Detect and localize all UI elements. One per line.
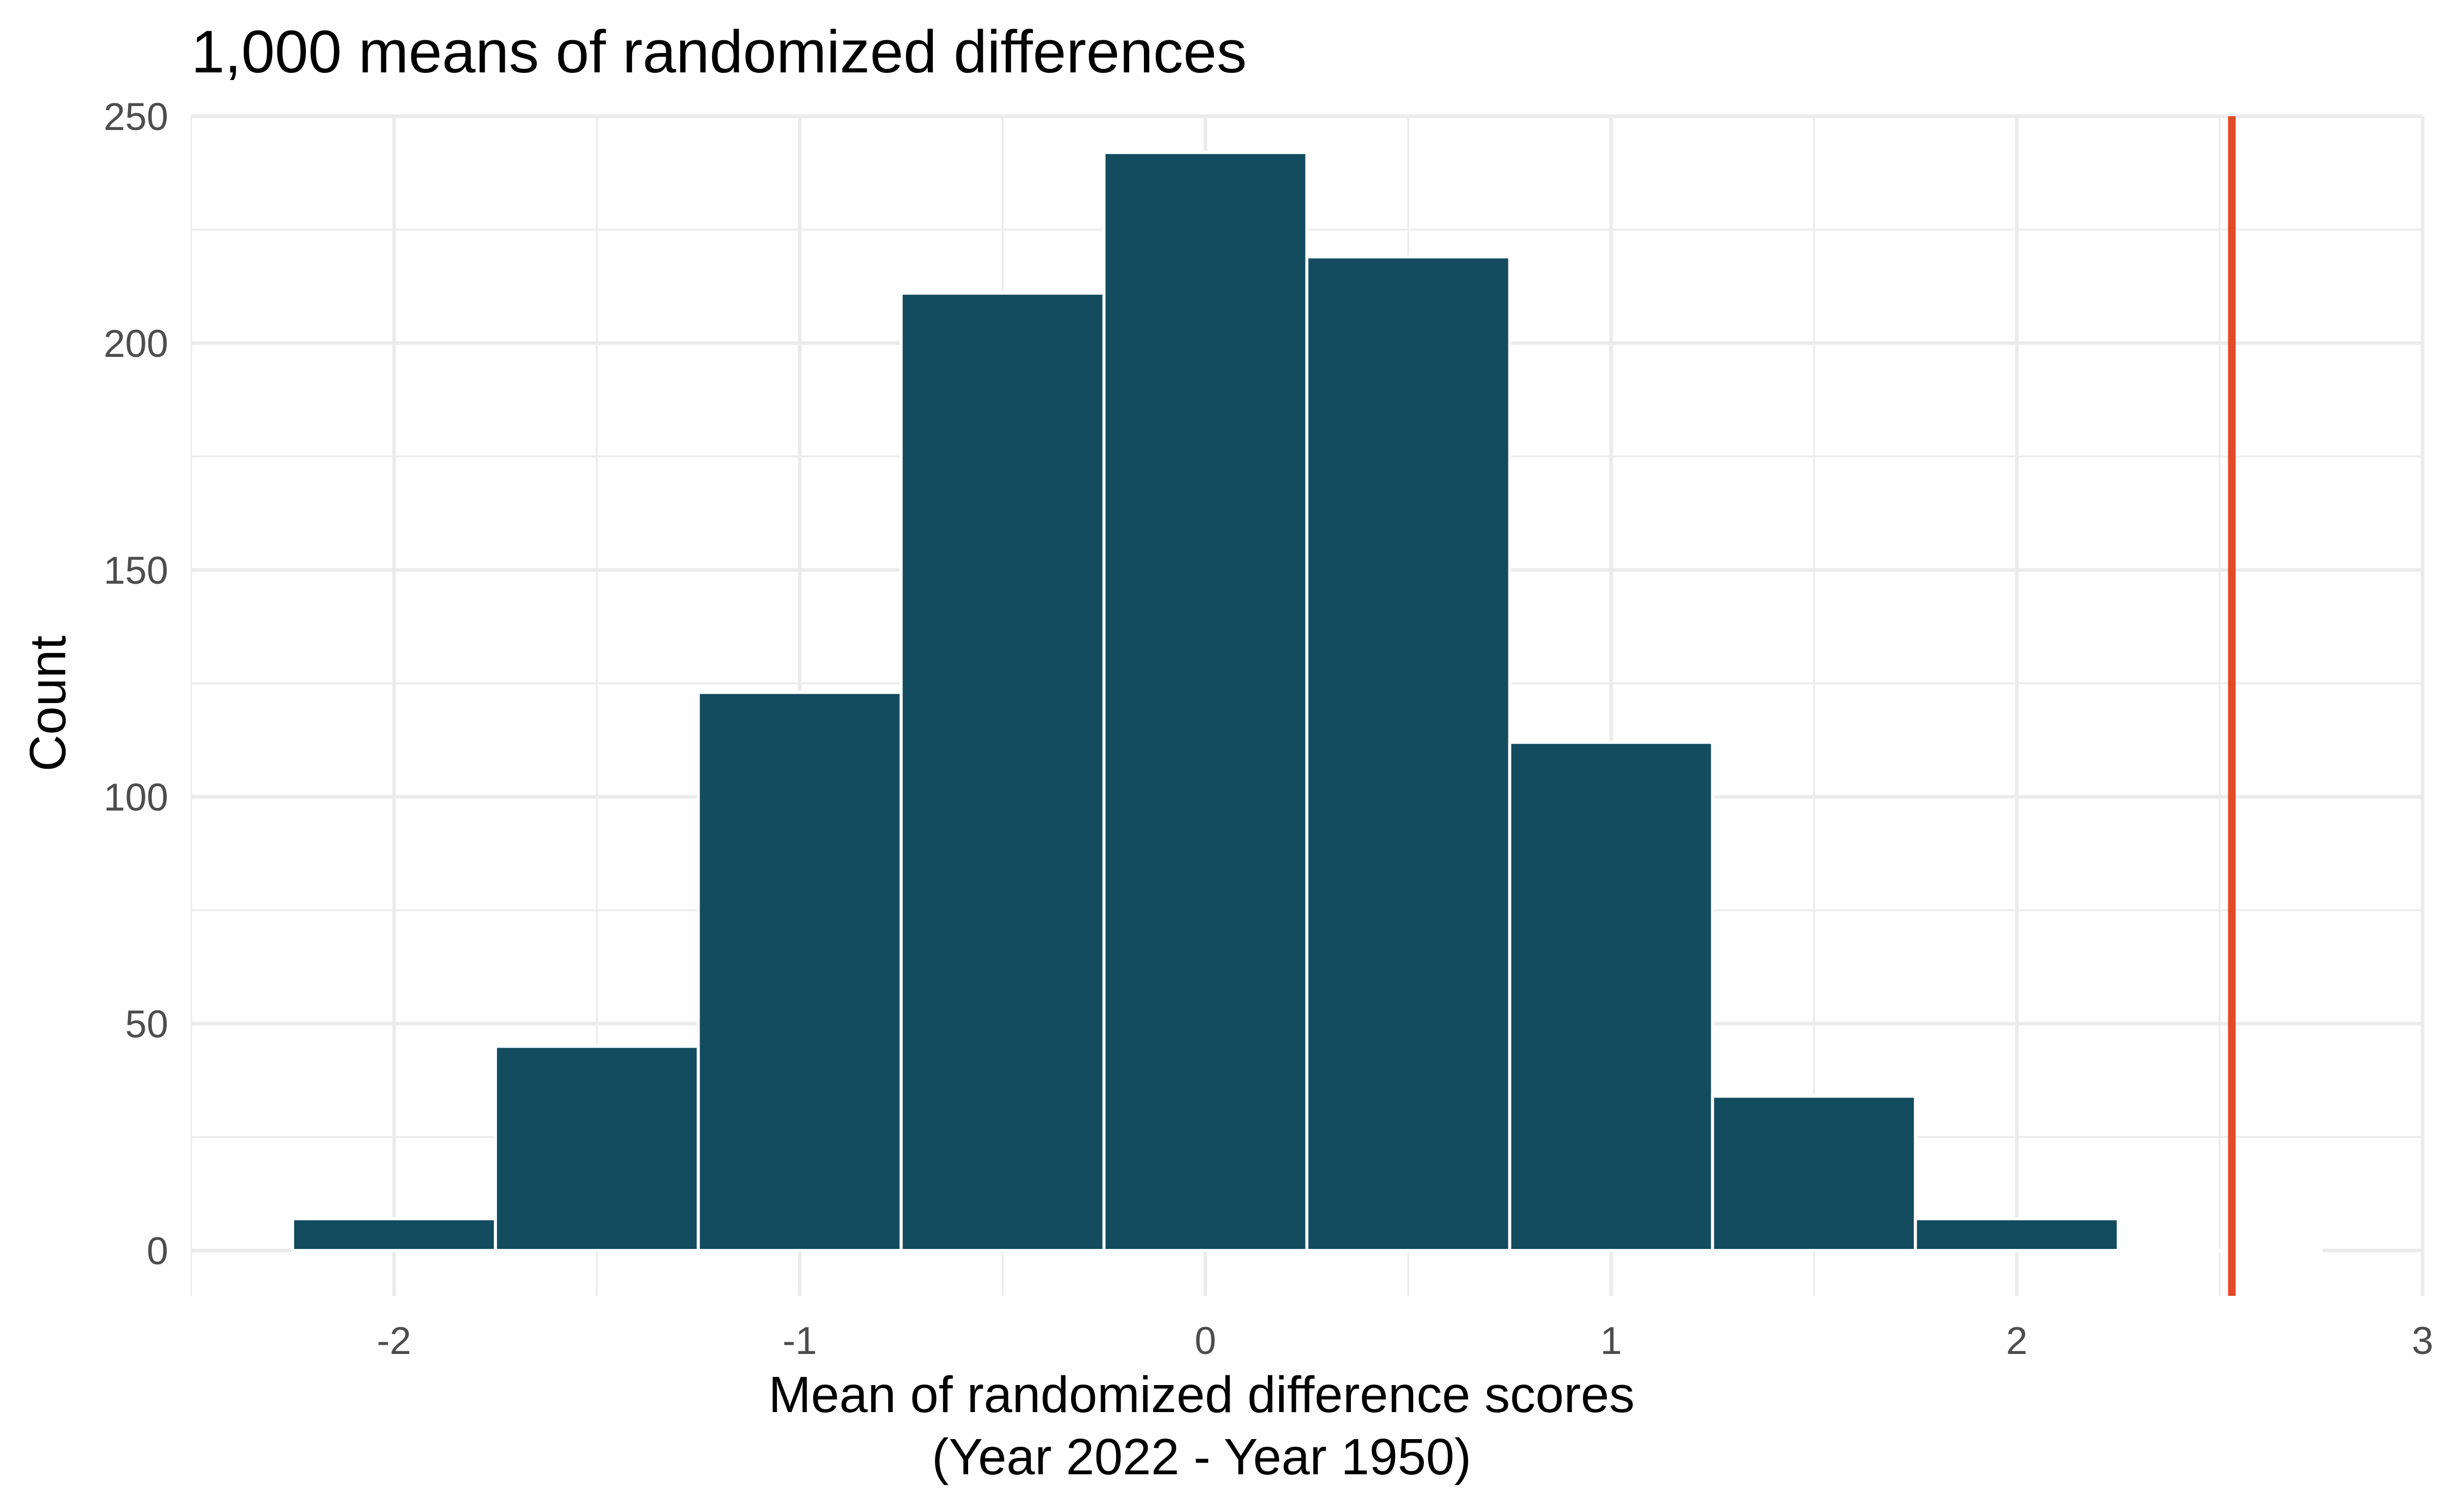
x-tick-label: 2 [2006, 1319, 2027, 1363]
chart-title: 1,000 means of randomized differences [191, 18, 1247, 86]
x-tick-label: 3 [2412, 1319, 2433, 1363]
histogram-bar-5 [1305, 255, 1512, 1252]
y-tick-label: 100 [103, 776, 168, 819]
histogram-bar-2 [696, 691, 903, 1252]
histogram-bar-7 [1711, 1094, 1917, 1252]
histogram-bars [291, 151, 2323, 1253]
histogram-bar-4 [1102, 151, 1309, 1253]
y-axis-title: Count [19, 635, 76, 771]
histogram-bar-6 [1508, 741, 1714, 1252]
histogram-bar-1 [493, 1045, 700, 1252]
x-axis-title-line-1: Mean of randomized difference scores [768, 1366, 1634, 1423]
y-tick-label: 0 [147, 1230, 168, 1273]
y-tick-label: 150 [103, 549, 168, 592]
histogram-bar-9 [2117, 1248, 2323, 1253]
histogram-bar-0 [291, 1217, 497, 1252]
x-axis-title-line-2: (Year 2022 - Year 1950) [932, 1428, 1471, 1485]
y-tick-label: 250 [103, 95, 168, 139]
x-tick-label: 1 [1600, 1319, 1622, 1363]
y-tick-label: 50 [125, 1003, 168, 1046]
y-axis-tick-labels: 0 50 100 150 200 250 [103, 95, 168, 1273]
histogram-bar-3 [899, 292, 1106, 1252]
x-tick-label: -2 [377, 1319, 411, 1363]
x-axis-tick-labels: -2 -1 0 1 2 3 [377, 1319, 2433, 1363]
x-tick-label: -1 [783, 1319, 817, 1363]
x-tick-label: 0 [1194, 1319, 1216, 1363]
y-tick-label: 200 [103, 322, 168, 366]
histogram-bar-8 [1914, 1217, 2120, 1252]
